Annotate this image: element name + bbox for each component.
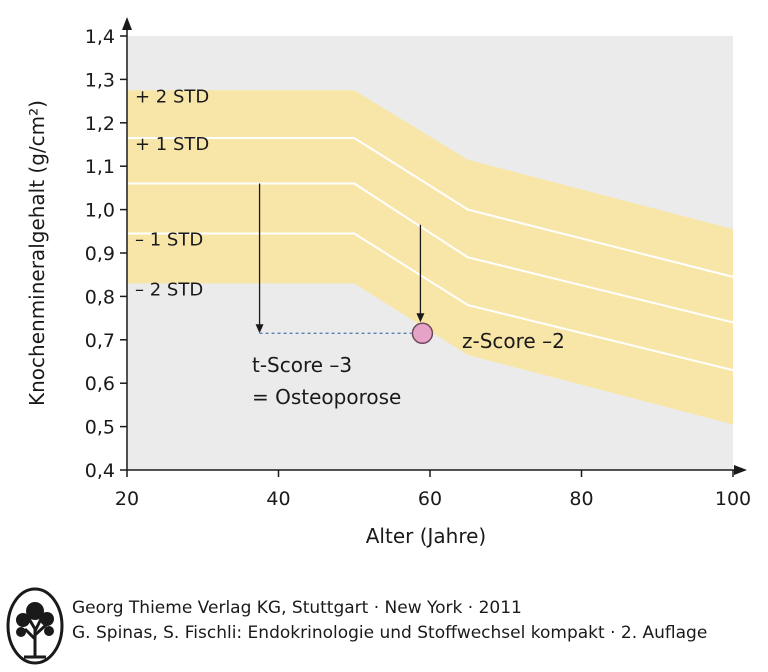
z-score-label: z-Score –2 bbox=[462, 329, 565, 353]
std-label-1: + 1 STD bbox=[135, 134, 209, 155]
guides bbox=[255, 183, 434, 345]
x-tick-label: 40 bbox=[266, 488, 290, 510]
footer-line-2: G. Spinas, S. Fischli: Endokrinologie un… bbox=[72, 623, 708, 643]
publisher-tree-logo bbox=[6, 587, 64, 665]
footer-line-1: Georg Thieme Verlag KG, Stuttgart · New … bbox=[72, 598, 522, 618]
x-axis-arrow bbox=[734, 465, 747, 475]
std-labels: + 2 STD + 1 STD – 1 STD – 2 STD bbox=[135, 86, 209, 300]
bone-density-chart: 0,4 0,5 0,6 0,7 0,8 0,9 1,0 1,1 1,2 1,3 1,4 20 40 60… bbox=[25, 17, 751, 548]
y-tick-label: 1,2 bbox=[85, 113, 115, 135]
publisher-footer: Georg Thieme Verlag KG, Stuttgart · New … bbox=[6, 587, 766, 667]
reference-band-area bbox=[127, 90, 733, 425]
x-tick-label: 60 bbox=[418, 488, 442, 510]
x-axis-title: Alter (Jahre) bbox=[366, 524, 487, 548]
y-ticks: 0,4 0,5 0,6 0,7 0,8 0,9 1,0 1,1 1,2 1,3 1,4 bbox=[85, 26, 127, 482]
std-label-4: – 2 STD bbox=[135, 279, 203, 300]
y-tick-label: 0,6 bbox=[85, 373, 115, 395]
std-lines bbox=[127, 136, 734, 372]
x-tick-label: 20 bbox=[115, 488, 139, 510]
y-axis-arrow bbox=[122, 17, 132, 30]
x-tick-label: 100 bbox=[715, 488, 751, 510]
std-label-0: + 2 STD bbox=[135, 86, 209, 107]
y-tick-label: 1,3 bbox=[85, 69, 115, 91]
t-score-label: t-Score –3 bbox=[252, 353, 352, 377]
osteoporosis-label: = Osteoporose bbox=[252, 385, 401, 409]
y-tick-label: 1,0 bbox=[85, 200, 115, 222]
y-tick-label: 0,4 bbox=[85, 460, 115, 482]
std-label-3: – 1 STD bbox=[135, 229, 203, 250]
series-line-3 bbox=[127, 232, 734, 372]
y-axis-title: Knochenmineralgehalt (g/cm²) bbox=[25, 100, 49, 406]
patient-point bbox=[411, 322, 434, 345]
y-tick-label: 1,4 bbox=[85, 26, 115, 48]
x-tick-label: 80 bbox=[569, 488, 593, 510]
series-line-1 bbox=[127, 136, 734, 278]
y-tick-label: 0,7 bbox=[85, 330, 115, 352]
y-tick-label: 1,1 bbox=[85, 156, 115, 178]
t-score-arrowhead bbox=[255, 324, 264, 334]
y-tick-label: 0,5 bbox=[85, 417, 115, 439]
reference-band bbox=[127, 90, 733, 425]
z-score-arrowhead bbox=[416, 313, 425, 323]
y-tick-label: 0,9 bbox=[85, 243, 115, 265]
y-tick-label: 0,8 bbox=[85, 286, 115, 308]
series-line-2 bbox=[127, 182, 734, 324]
x-ticks: 20 40 60 80 100 bbox=[115, 470, 751, 510]
